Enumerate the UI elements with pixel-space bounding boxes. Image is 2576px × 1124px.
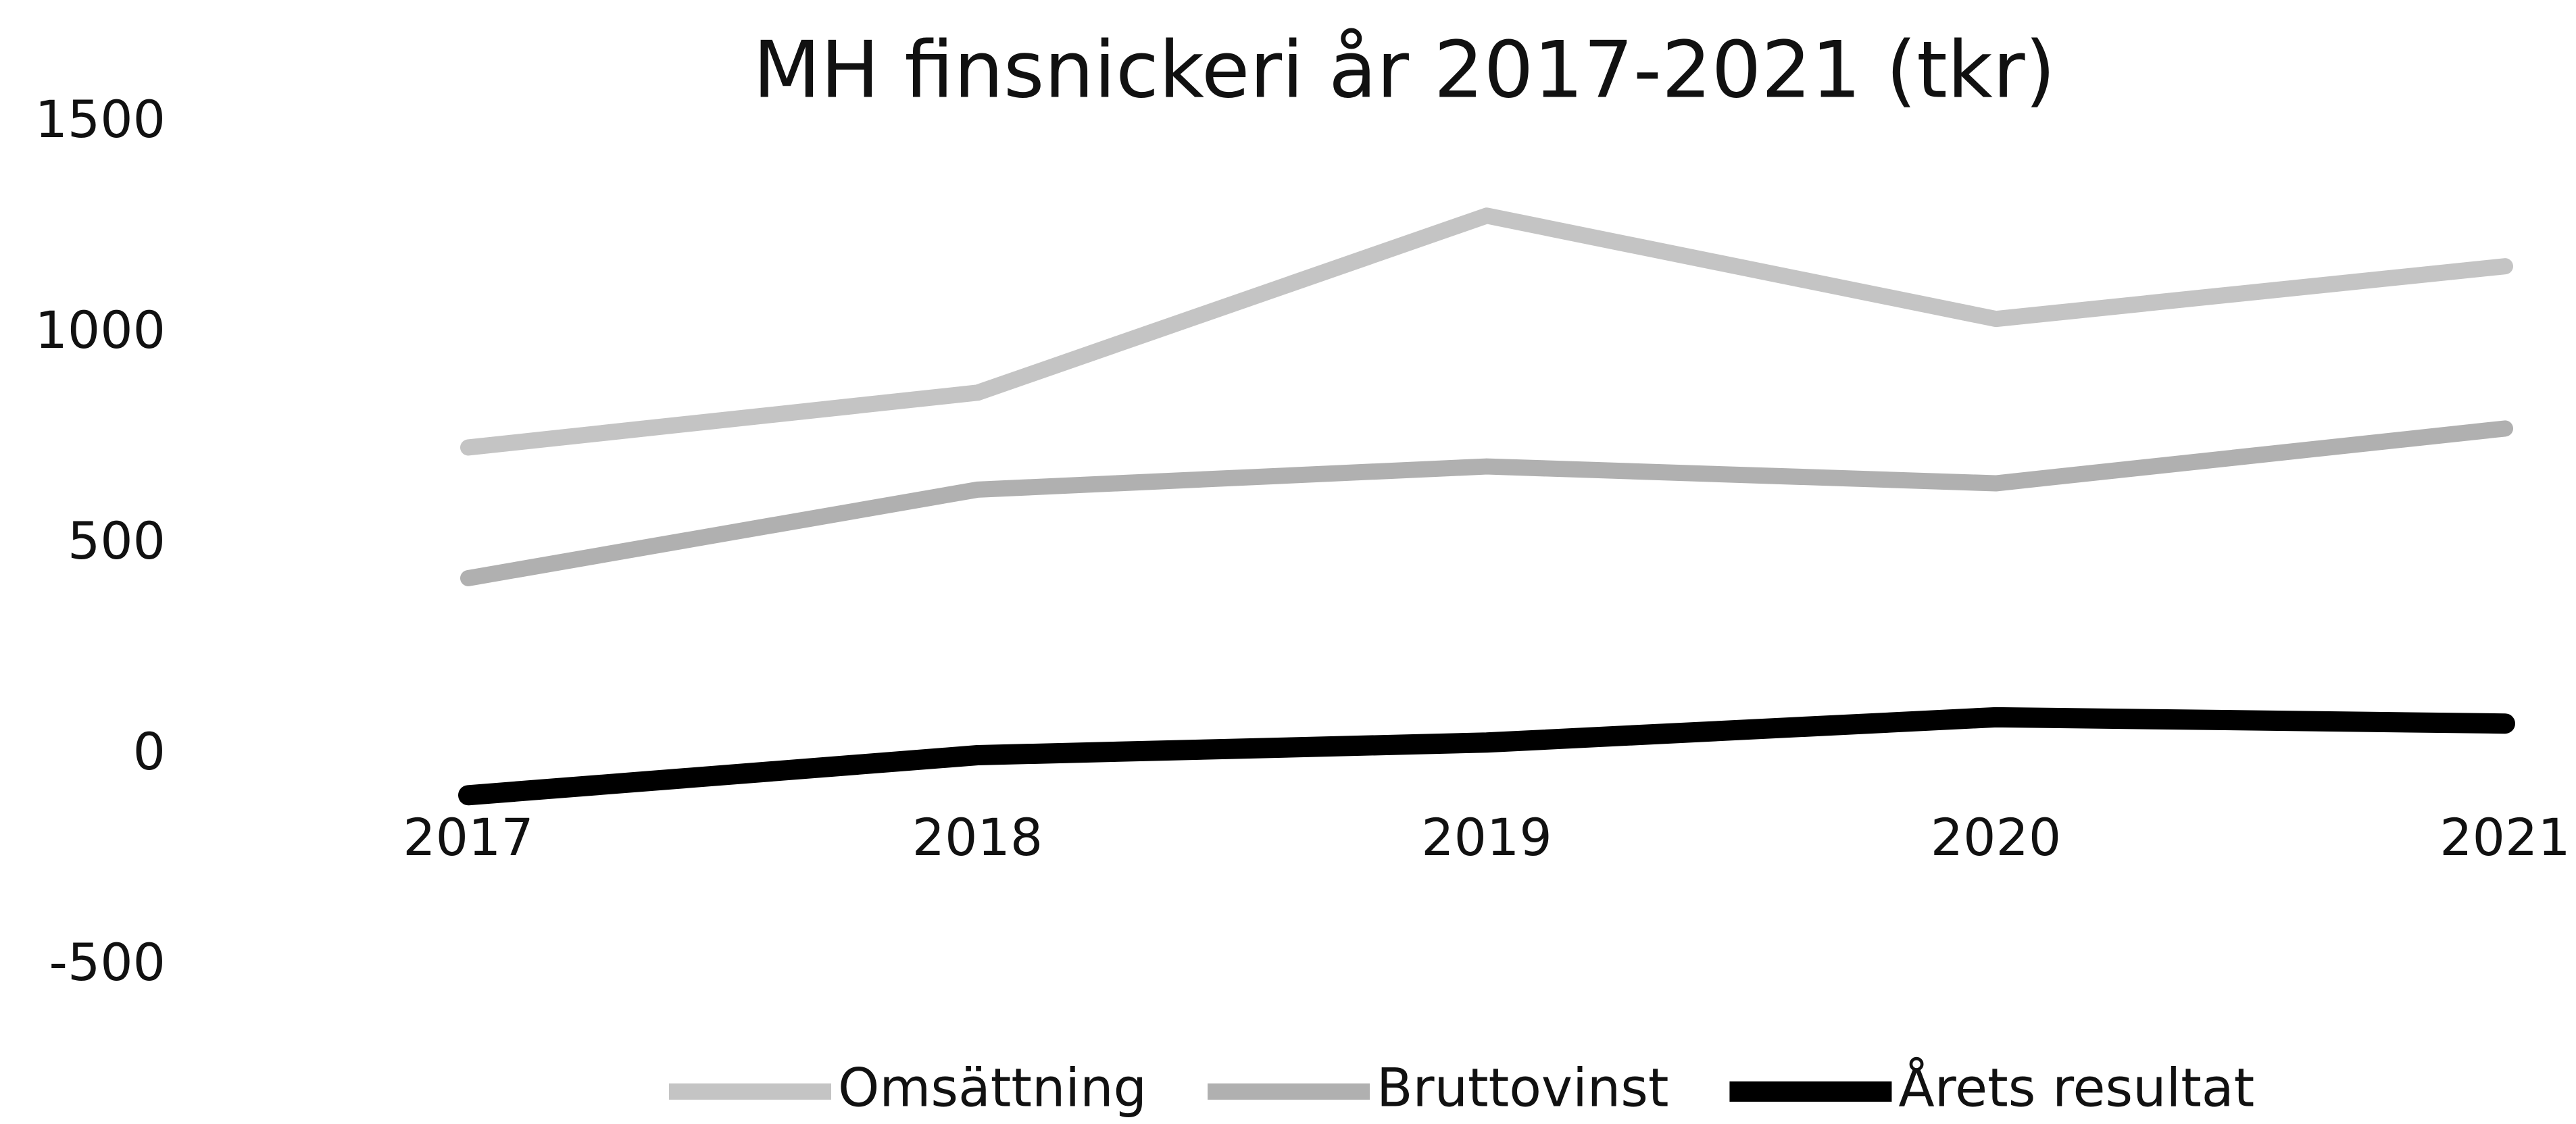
- y-tick-label: 0: [133, 721, 166, 782]
- y-tick-label: -500: [49, 932, 166, 992]
- series-line: [460, 207, 2513, 456]
- legend-label: Årets resultat: [1898, 1056, 2254, 1119]
- y-tick-label: 1000: [35, 300, 166, 360]
- legend-label: Bruttovinst: [1377, 1058, 1668, 1119]
- x-tick-label: 2018: [912, 807, 1043, 867]
- x-tick-label: 2020: [1931, 807, 2061, 867]
- chart-title: MH finsnickeri år 2017-2021 (tkr): [753, 25, 2056, 116]
- series-line: [458, 707, 2515, 806]
- x-tick-label: 2019: [1421, 807, 1552, 867]
- x-tick-label: 2021: [2439, 807, 2570, 867]
- legend-label: Omsättning: [838, 1058, 1147, 1119]
- x-tick-label: 2017: [403, 807, 533, 867]
- y-tick-label: 500: [68, 511, 166, 571]
- y-tick-label: 1500: [35, 89, 166, 149]
- series-line: [460, 420, 2513, 586]
